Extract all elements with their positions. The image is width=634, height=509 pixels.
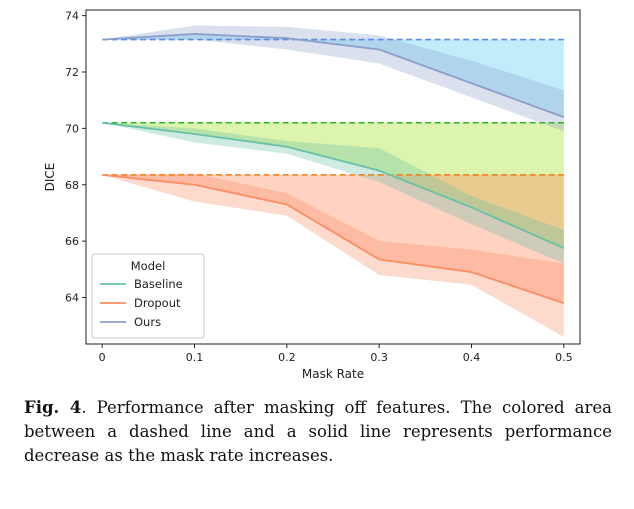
- ours-decrease-area: [102, 33, 564, 118]
- x-tick-label: 0.3: [370, 351, 388, 364]
- x-axis-label: Mask Rate: [302, 367, 364, 381]
- series-lines: [102, 33, 565, 304]
- y-axis: 64 66 68 70 72 74: [65, 10, 86, 304]
- x-tick-label: 0: [99, 351, 106, 364]
- x-axis: 0 0.1 0.2 0.3 0.4 0.5: [99, 344, 573, 364]
- baseline-line: [102, 121, 565, 249]
- reference-dashed-lines: [102, 38, 564, 176]
- legend: Model Baseline Dropout Ours: [91, 253, 205, 339]
- dropout-confidence-band: [102, 173, 564, 337]
- y-tick-label: 72: [65, 66, 79, 79]
- caption-text: . Performance after masking off features…: [24, 398, 612, 465]
- x-tick-label: 0.5: [555, 351, 573, 364]
- legend-title: Model: [131, 259, 166, 273]
- x-tick-label: 0.2: [278, 351, 296, 364]
- ours-line: [102, 33, 565, 118]
- y-tick-label: 64: [65, 291, 79, 304]
- baseline-decrease-area: [102, 122, 564, 249]
- dropout-decrease-area: [102, 174, 564, 304]
- x-tick-label: 0.1: [186, 351, 204, 364]
- y-tick-label: 68: [65, 179, 79, 192]
- y-tick-label: 70: [65, 122, 79, 135]
- legend-label-baseline: Baseline: [134, 277, 183, 291]
- figure-caption: Fig. 4. Performance after masking off fe…: [24, 396, 612, 468]
- caption-label: Fig. 4: [24, 398, 82, 417]
- x-tick-label: 0.4: [463, 351, 481, 364]
- plot-frame: [85, 9, 581, 345]
- dropout-line: [102, 173, 565, 304]
- y-tick-label: 74: [65, 10, 79, 23]
- y-axis-label: DICE: [43, 163, 57, 192]
- legend-label-dropout: Dropout: [134, 296, 181, 310]
- legend-box: [91, 253, 205, 339]
- baseline-confidence-band: [102, 122, 564, 264]
- y-tick-label: 66: [65, 235, 79, 248]
- decrease-areas: [102, 33, 564, 304]
- legend-label-ours: Ours: [134, 315, 161, 329]
